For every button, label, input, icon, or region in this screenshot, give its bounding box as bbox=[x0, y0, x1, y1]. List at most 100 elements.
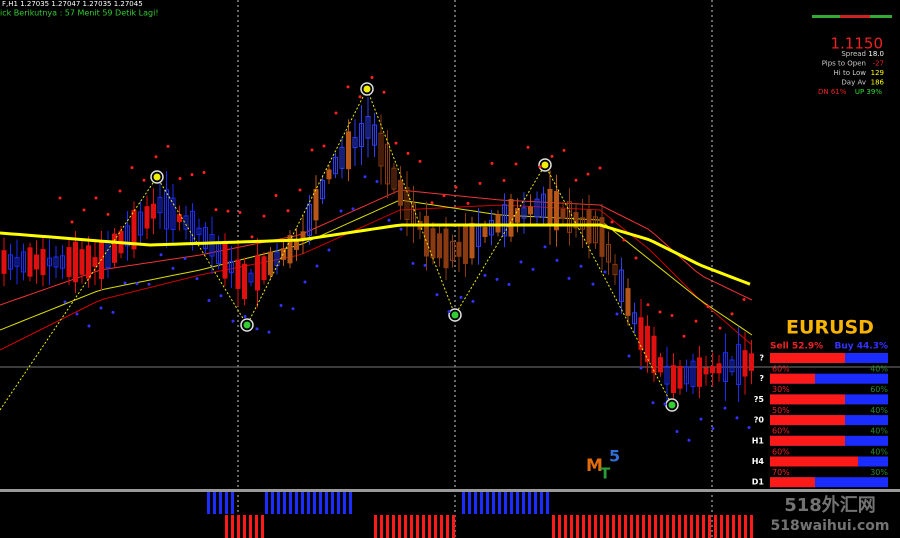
info-value: 186 bbox=[871, 79, 885, 87]
histogram-bar bbox=[283, 492, 286, 514]
histogram-bar bbox=[552, 515, 555, 538]
candle-body bbox=[541, 193, 546, 218]
stop-dot bbox=[75, 312, 79, 316]
stop-dot bbox=[627, 354, 631, 358]
candle-body bbox=[352, 137, 358, 149]
histogram-bar bbox=[600, 515, 603, 538]
histogram-bar bbox=[630, 515, 633, 538]
histogram-bar bbox=[546, 492, 549, 514]
candle-body bbox=[287, 235, 293, 264]
histogram-bar bbox=[416, 515, 419, 538]
histogram-bar bbox=[474, 492, 477, 514]
stop-dot bbox=[411, 261, 415, 265]
histogram-bar bbox=[720, 515, 723, 538]
histogram-bar bbox=[690, 515, 693, 538]
candle-body bbox=[599, 217, 605, 257]
stop-dot bbox=[63, 300, 67, 304]
histogram-bar bbox=[452, 515, 455, 538]
stop-dot bbox=[718, 326, 722, 330]
candle-body bbox=[365, 116, 371, 139]
candle-body bbox=[125, 225, 130, 247]
stop-dot bbox=[142, 178, 146, 182]
candle-body bbox=[339, 146, 345, 169]
down-percent: DN 61% bbox=[818, 88, 847, 96]
candle-body bbox=[593, 216, 598, 244]
histogram-bar bbox=[349, 492, 352, 514]
stop-dot bbox=[706, 304, 710, 308]
histogram-bar bbox=[261, 515, 264, 538]
candle-body bbox=[326, 169, 332, 180]
stop-dot bbox=[243, 314, 247, 318]
stop-dot bbox=[166, 144, 170, 148]
candle-body bbox=[463, 226, 468, 264]
candle-body bbox=[248, 272, 254, 283]
buy-percent: 40% bbox=[870, 427, 888, 436]
histogram-bar bbox=[468, 492, 471, 514]
candle-body bbox=[716, 363, 722, 374]
candle-body bbox=[580, 217, 585, 230]
stop-dot bbox=[334, 111, 338, 115]
candle-body bbox=[567, 201, 572, 233]
stop-dot bbox=[514, 162, 518, 166]
stop-dot bbox=[603, 270, 607, 274]
candle-body bbox=[703, 367, 709, 375]
histogram-bar bbox=[374, 515, 377, 538]
stop-dot bbox=[471, 299, 475, 303]
candle-body bbox=[632, 312, 637, 325]
histogram-bar bbox=[325, 492, 328, 514]
histogram-bar bbox=[726, 515, 729, 538]
histogram-bar bbox=[225, 492, 228, 514]
histogram-bar bbox=[534, 492, 537, 514]
candle-body bbox=[300, 231, 306, 239]
candle-body bbox=[385, 143, 390, 185]
histogram-bar bbox=[498, 492, 501, 514]
stop-dot bbox=[598, 166, 602, 170]
stop-dot bbox=[730, 312, 734, 316]
stop-dot bbox=[550, 154, 554, 158]
histogram-bar bbox=[702, 515, 705, 538]
stop-dot bbox=[735, 416, 739, 420]
candle-body bbox=[313, 188, 319, 221]
candle-body bbox=[729, 359, 735, 373]
histogram-bar bbox=[606, 515, 609, 538]
indicator-line bbox=[0, 189, 753, 306]
stop-dot bbox=[747, 426, 751, 430]
histogram-bar bbox=[446, 515, 449, 538]
candle-body bbox=[573, 212, 579, 229]
strength-bar-sell bbox=[770, 435, 845, 446]
timeframe-label: H4 bbox=[752, 457, 765, 466]
histogram-bar bbox=[510, 492, 513, 514]
candle-body bbox=[320, 179, 325, 200]
histogram-bar bbox=[576, 515, 579, 538]
stop-dot bbox=[219, 294, 223, 298]
histogram-bar bbox=[410, 515, 413, 538]
buy-percent: 40% bbox=[870, 365, 888, 374]
stop-dot bbox=[478, 181, 482, 185]
candle-body bbox=[664, 365, 670, 385]
indicator-histogram bbox=[207, 492, 753, 538]
stop-dot bbox=[214, 208, 218, 212]
subwindow-separator bbox=[0, 489, 900, 492]
candle-body bbox=[170, 197, 176, 230]
timeframe-label: ? bbox=[759, 374, 764, 383]
stop-dot bbox=[159, 253, 163, 257]
histogram-bar bbox=[684, 515, 687, 538]
histogram-bar bbox=[648, 515, 651, 538]
candle-body bbox=[235, 259, 241, 289]
candle-body bbox=[378, 132, 384, 167]
stop-dot bbox=[574, 178, 578, 182]
histogram-bar bbox=[265, 492, 268, 514]
info-label: Day Av bbox=[841, 79, 866, 87]
stop-dot bbox=[370, 75, 374, 79]
candle-body bbox=[638, 317, 644, 350]
histogram-bar bbox=[231, 515, 234, 538]
histogram-bar bbox=[207, 492, 210, 514]
histogram-bar bbox=[504, 492, 507, 514]
histogram-bar bbox=[277, 492, 280, 514]
strength-bar-sell bbox=[770, 456, 858, 467]
candle-body bbox=[40, 248, 46, 276]
candle-body bbox=[242, 263, 247, 300]
moving-average bbox=[0, 223, 751, 286]
